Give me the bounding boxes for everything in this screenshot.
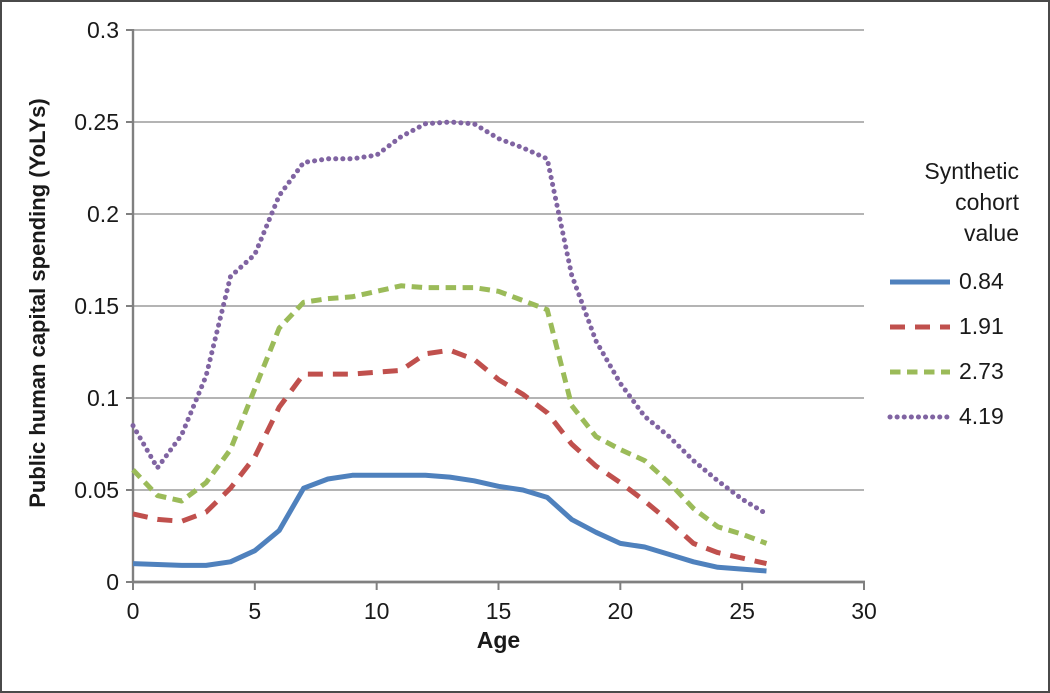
legend-label: 1.91 (959, 313, 1004, 339)
y-tick-label: 0.3 (87, 17, 119, 43)
legend-items: 0.84 1.91 2.73 4.19 (886, 259, 1022, 439)
x-tick-label: 0 (127, 598, 140, 624)
x-tick-label: 10 (364, 598, 390, 624)
legend-item-1.91: 1.91 (886, 304, 1022, 349)
x-tick-label: 30 (851, 598, 877, 624)
series-line-2.73 (131, 283, 768, 546)
y-tick-label: 0.05 (74, 477, 119, 503)
y-tick-label: 0.25 (74, 109, 119, 135)
legend-item-4.19: 4.19 (886, 394, 1022, 439)
legend-sample-line (886, 367, 954, 377)
x-tick-label: 15 (486, 598, 512, 624)
y-tick-label: 0 (106, 569, 119, 595)
legend-label: 0.84 (959, 268, 1004, 294)
y-tick-label: 0.15 (74, 293, 119, 319)
series-line-0.84 (132, 472, 767, 574)
x-axis-title: Age (476, 627, 521, 653)
legend-title: Synthetic cohort value (924, 158, 1019, 246)
legend-sample-line (886, 322, 954, 332)
legend-label: 2.73 (959, 358, 1004, 384)
legend-sample-line (886, 412, 954, 422)
legend-item-2.73: 2.73 (886, 349, 1022, 394)
y-tick-label: 0.1 (87, 385, 119, 411)
x-tick-label: 5 (248, 598, 261, 624)
legend-item-0.84: 0.84 (886, 259, 1022, 304)
y-tick-label: 0.2 (87, 201, 119, 227)
legend-sample-line (886, 277, 954, 287)
legend-label: 4.19 (959, 403, 1004, 429)
legend: Synthetic cohort value 0.84 1.91 2.73 4.19 (886, 156, 1022, 439)
x-tick-label: 25 (729, 598, 755, 624)
x-tick-label: 20 (608, 598, 634, 624)
